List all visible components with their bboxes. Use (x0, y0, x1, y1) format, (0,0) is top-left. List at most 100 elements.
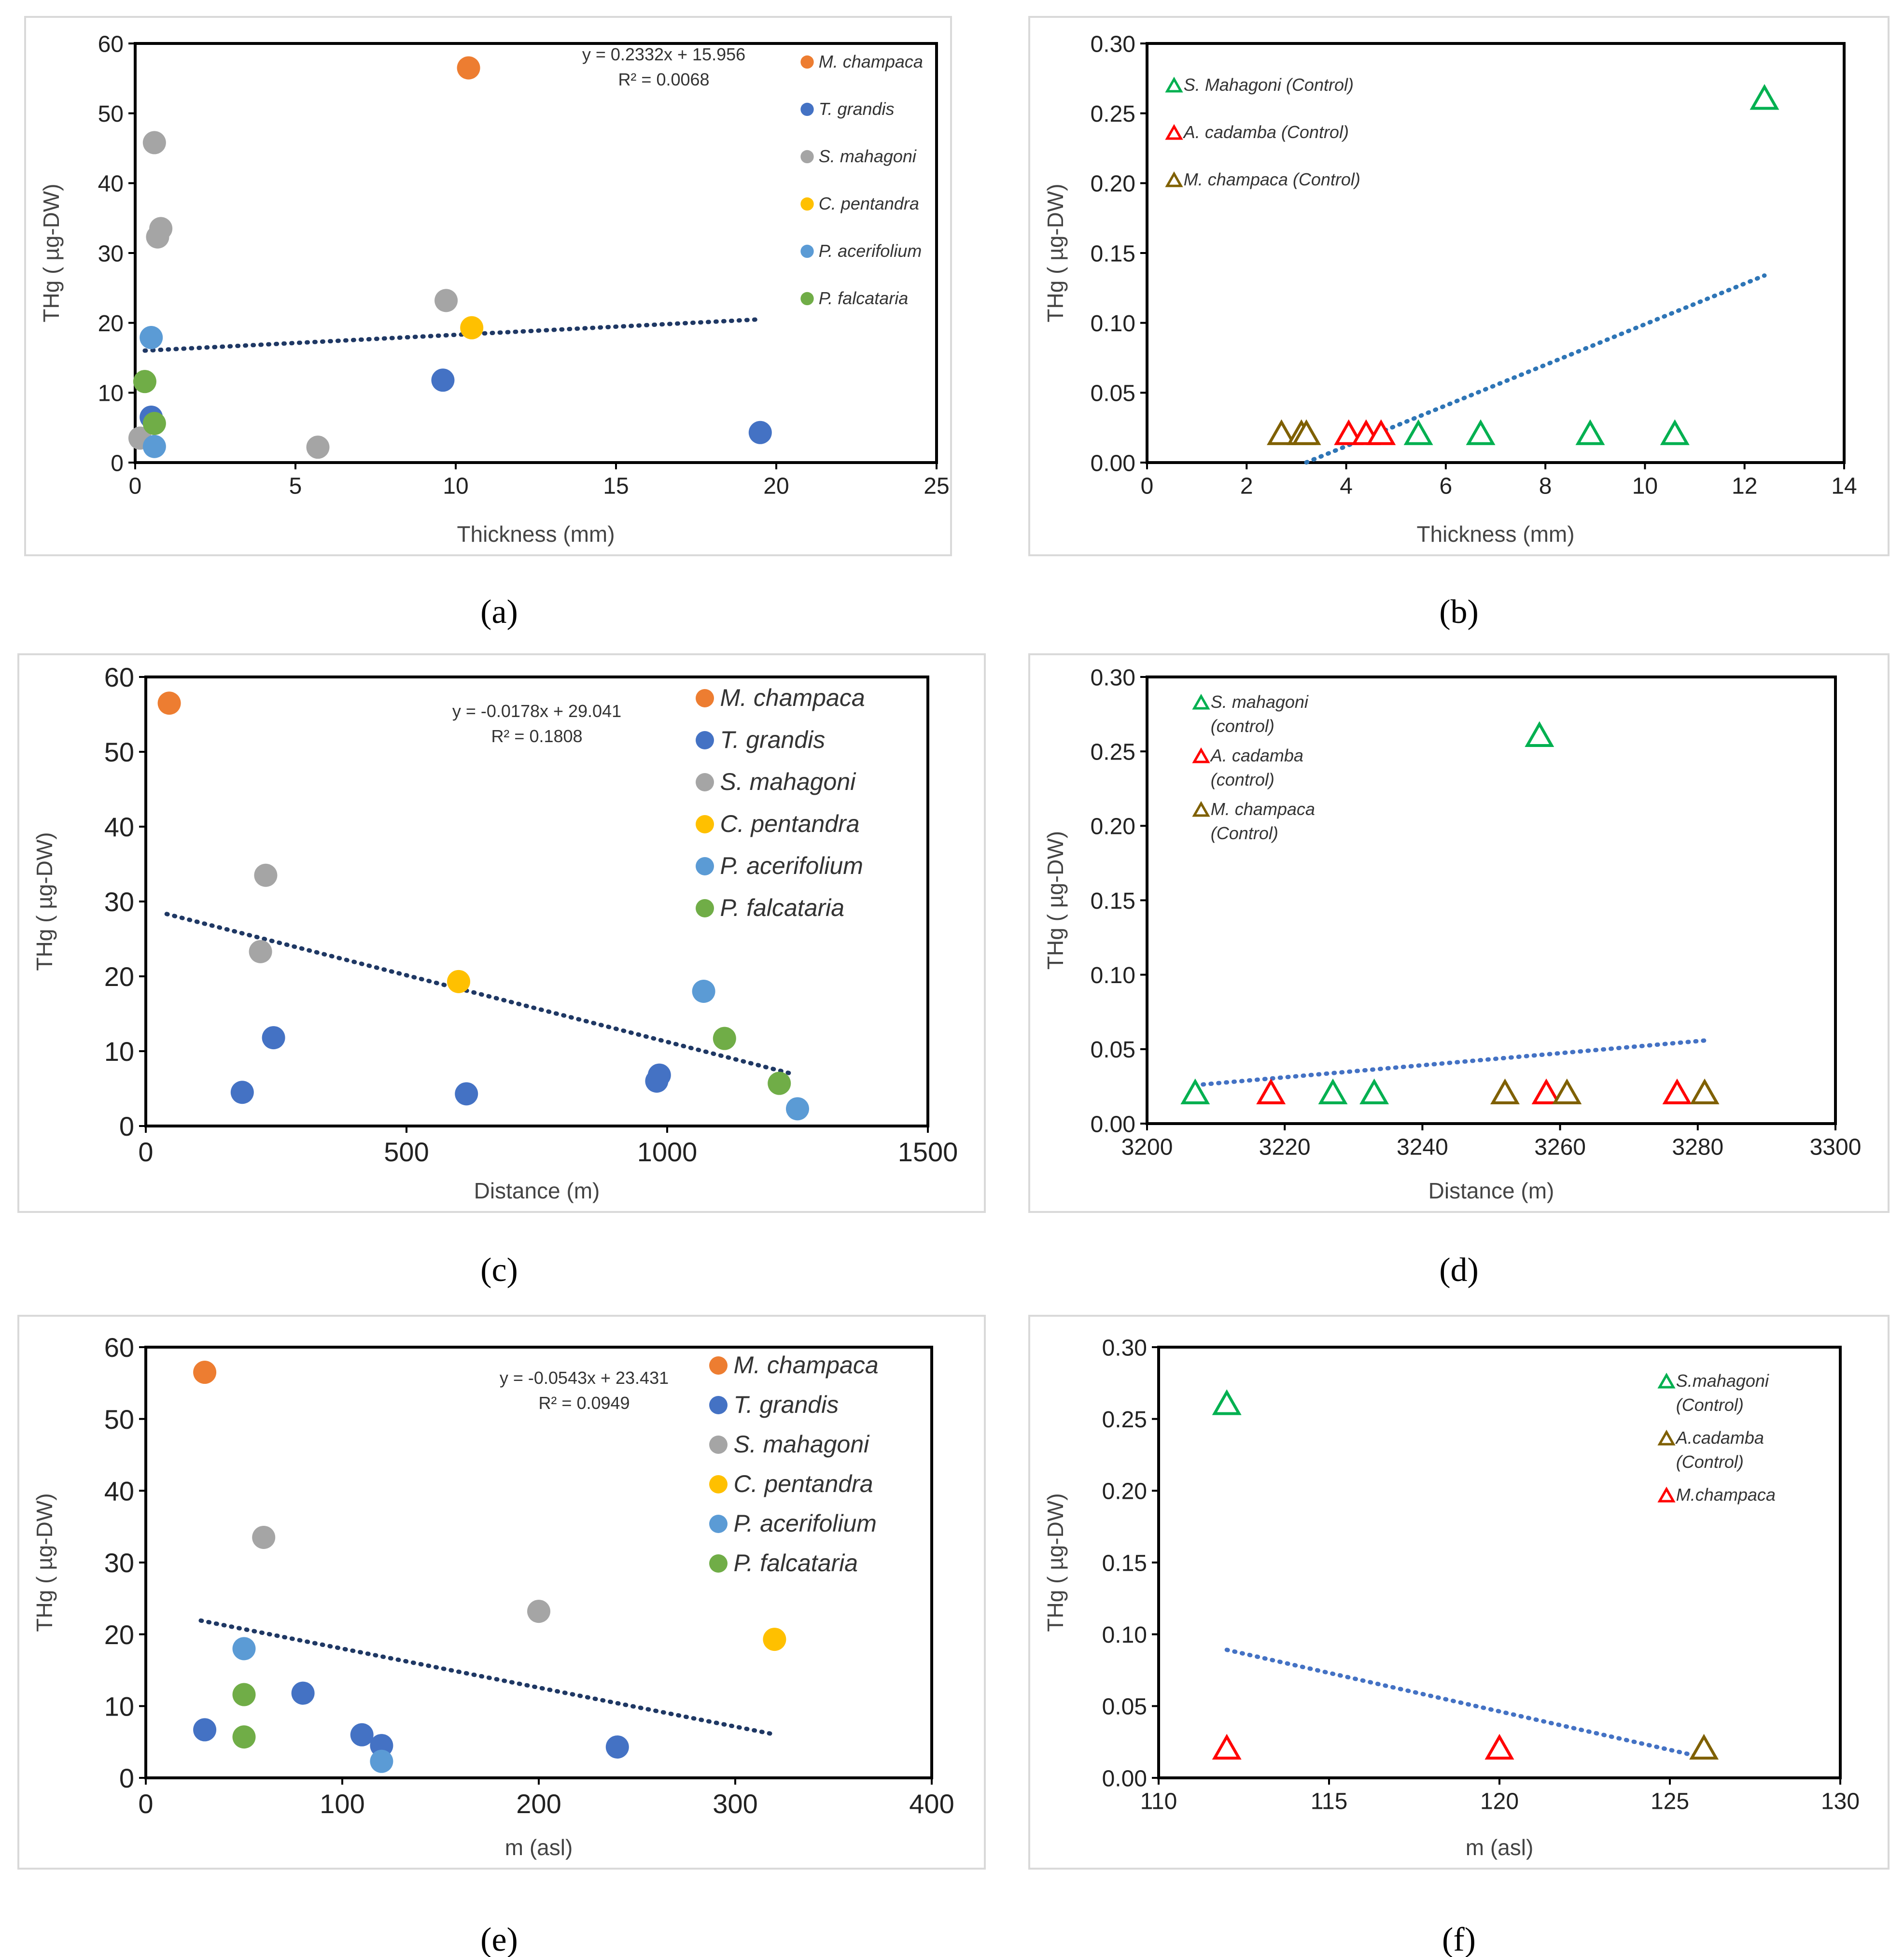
data-point-p-acerifolium (140, 326, 163, 350)
y-tick-label: 20 (104, 961, 134, 992)
data-point-m-champaca-control (1267, 419, 1296, 445)
legend-label-m-champaca: M. champaca (819, 52, 923, 71)
x-tick-label: 25 (924, 473, 949, 499)
data-point-m-champaca (1490, 1078, 1520, 1104)
y-tick-label: 20 (104, 1619, 134, 1650)
legend-marker-a-cadamba (1657, 1429, 1676, 1446)
data-point-t-grandis (605, 1735, 629, 1759)
legend-marker-s-mahagoni (1192, 693, 1210, 710)
data-point-p-acerifolium (232, 1637, 256, 1661)
y-tick-label: 60 (104, 662, 134, 692)
x-axis-label: Distance (m) (474, 1178, 600, 1203)
y-tick-label: 0 (111, 451, 124, 476)
x-tick-label: 3240 (1397, 1134, 1448, 1160)
y-tick-label: 0.05 (1091, 1037, 1135, 1063)
legend-label-a-cadamba: A.cadamba (1675, 1428, 1764, 1448)
data-point-p-falcataria (133, 370, 156, 394)
data-point-s-mahagoni-control (1466, 419, 1496, 445)
y-tick-label: 0.05 (1091, 381, 1135, 407)
x-axis-label: Thickness (mm) (457, 521, 615, 547)
y-axis-label: THg ( µg-DW) (39, 183, 64, 322)
x-axis-label: m (asl) (1466, 1835, 1534, 1860)
y-tick-label: 30 (104, 887, 134, 917)
y-axis-label: THg ( µg-DW) (32, 1493, 57, 1632)
y-tick-label: 0.10 (1091, 311, 1135, 337)
data-point-s-mahagoni (1359, 1078, 1389, 1104)
legend-marker-m-champaca-control (1165, 171, 1183, 187)
data-point-t-grandis (455, 1082, 478, 1106)
trendline (1304, 273, 1767, 465)
x-axis-label: m (asl) (505, 1835, 573, 1860)
legend-label-a-cadamba: (Control) (1676, 1452, 1744, 1472)
data-point-p-falcataria (768, 1071, 791, 1095)
data-point-m-champaca (1212, 1733, 1242, 1760)
trendline (198, 1618, 777, 1737)
data-point-a-cadamba (1531, 1078, 1561, 1104)
x-tick-label: 1000 (637, 1137, 698, 1167)
panel-label-b: (b) (1439, 593, 1479, 631)
x-tick-label: 0 (129, 473, 142, 499)
chart-panel-d: 0.00 0.05 0.10 0.15 0.20 0.25 0.30 3200 3220 3240… (1028, 653, 1890, 1213)
y-tick-label: 0.15 (1102, 1550, 1147, 1576)
x-tick-label: 130 (1821, 1788, 1860, 1814)
legend-marker-p-falcataria (696, 899, 714, 917)
x-tick-label: 400 (909, 1788, 954, 1819)
data-point-p-acerifolium (370, 1749, 393, 1773)
trendline-equation: y = 0.2332x + 15.956 (582, 44, 745, 64)
legend-marker-p-falcataria (709, 1554, 728, 1573)
legend-label-s-mahagoni-control: S. Mahagoni (Control) (1184, 75, 1354, 95)
y-tick-label: 20 (98, 311, 124, 337)
legend-label-s-mahagoni: (control) (1211, 716, 1274, 736)
trendline-equation: y = -0.0543x + 23.431 (500, 1368, 669, 1388)
legend-marker-c-pentandra (696, 815, 714, 833)
x-tick-label: 125 (1651, 1788, 1689, 1814)
legend-marker-m-champaca (1192, 801, 1210, 817)
x-tick-label: 3300 (1810, 1134, 1862, 1160)
trendline (1193, 1038, 1707, 1087)
legend-marker-t-grandis (709, 1396, 728, 1414)
y-axis-label: THg ( µg-DW) (1043, 1493, 1068, 1632)
y-tick-label: 0.10 (1102, 1622, 1147, 1648)
x-tick-label: 10 (443, 473, 468, 499)
data-point-t-grandis (262, 1026, 285, 1050)
data-point-a-cadamba (1689, 1733, 1719, 1760)
legend-marker-p-falcataria (800, 292, 814, 306)
x-tick-label: 3260 (1534, 1134, 1586, 1160)
data-point-m-champaca (193, 1361, 217, 1384)
data-point-s-mahagoni (252, 1525, 276, 1549)
y-tick-label: 0.15 (1091, 241, 1135, 267)
x-tick-label: 0 (138, 1137, 153, 1167)
legend-label-t-grandis: T. grandis (734, 1391, 839, 1418)
data-point-p-acerifolium (786, 1097, 809, 1121)
data-point-t-grandis (431, 368, 455, 392)
y-axis-label: THg ( µg-DW) (32, 832, 57, 971)
y-tick-label: 0.25 (1091, 739, 1135, 765)
legend-marker-t-grandis (696, 731, 714, 749)
y-tick-label: 40 (98, 171, 124, 197)
x-tick-label: 0 (1141, 473, 1154, 499)
chart-panel-a: 0 10 20 30 40 50 60 0 5 10 15 20 25 Thickness (mm) THg… (24, 16, 952, 556)
y-tick-label: 0.20 (1091, 814, 1135, 840)
legend-marker-a-cadamba-control (1165, 124, 1183, 140)
y-tick-label: 0.25 (1091, 101, 1135, 127)
legend-marker-c-pentandra (800, 197, 814, 211)
legend-marker-p-acerifolium (696, 857, 714, 875)
panel-label-f: (f) (1442, 1921, 1476, 1957)
data-point-a-cadamba-control (1366, 419, 1396, 445)
x-tick-label: 115 (1311, 1788, 1348, 1814)
data-point-a-cadamba-control (1334, 419, 1364, 445)
y-tick-label: 0.10 (1091, 963, 1135, 988)
legend-label-s-mahagoni: S. mahagoni (1211, 692, 1309, 712)
trendline (142, 317, 763, 353)
data-point-s-mahagoni (306, 436, 330, 459)
x-tick-label: 20 (763, 473, 789, 499)
y-tick-label: 0.00 (1091, 451, 1135, 476)
x-tick-label: 5 (289, 473, 302, 499)
data-point-p-falcataria (232, 1725, 256, 1749)
legend-label-m-champaca: M.champaca (1676, 1485, 1776, 1505)
panel-label-c: (c) (480, 1252, 518, 1289)
data-point-s-mahagoni (1180, 1078, 1210, 1104)
legend-label-s-mahagoni: S.mahagoni (1676, 1371, 1769, 1391)
data-point-s-mahagoni (1212, 1389, 1242, 1415)
x-tick-label: 6 (1440, 473, 1453, 499)
